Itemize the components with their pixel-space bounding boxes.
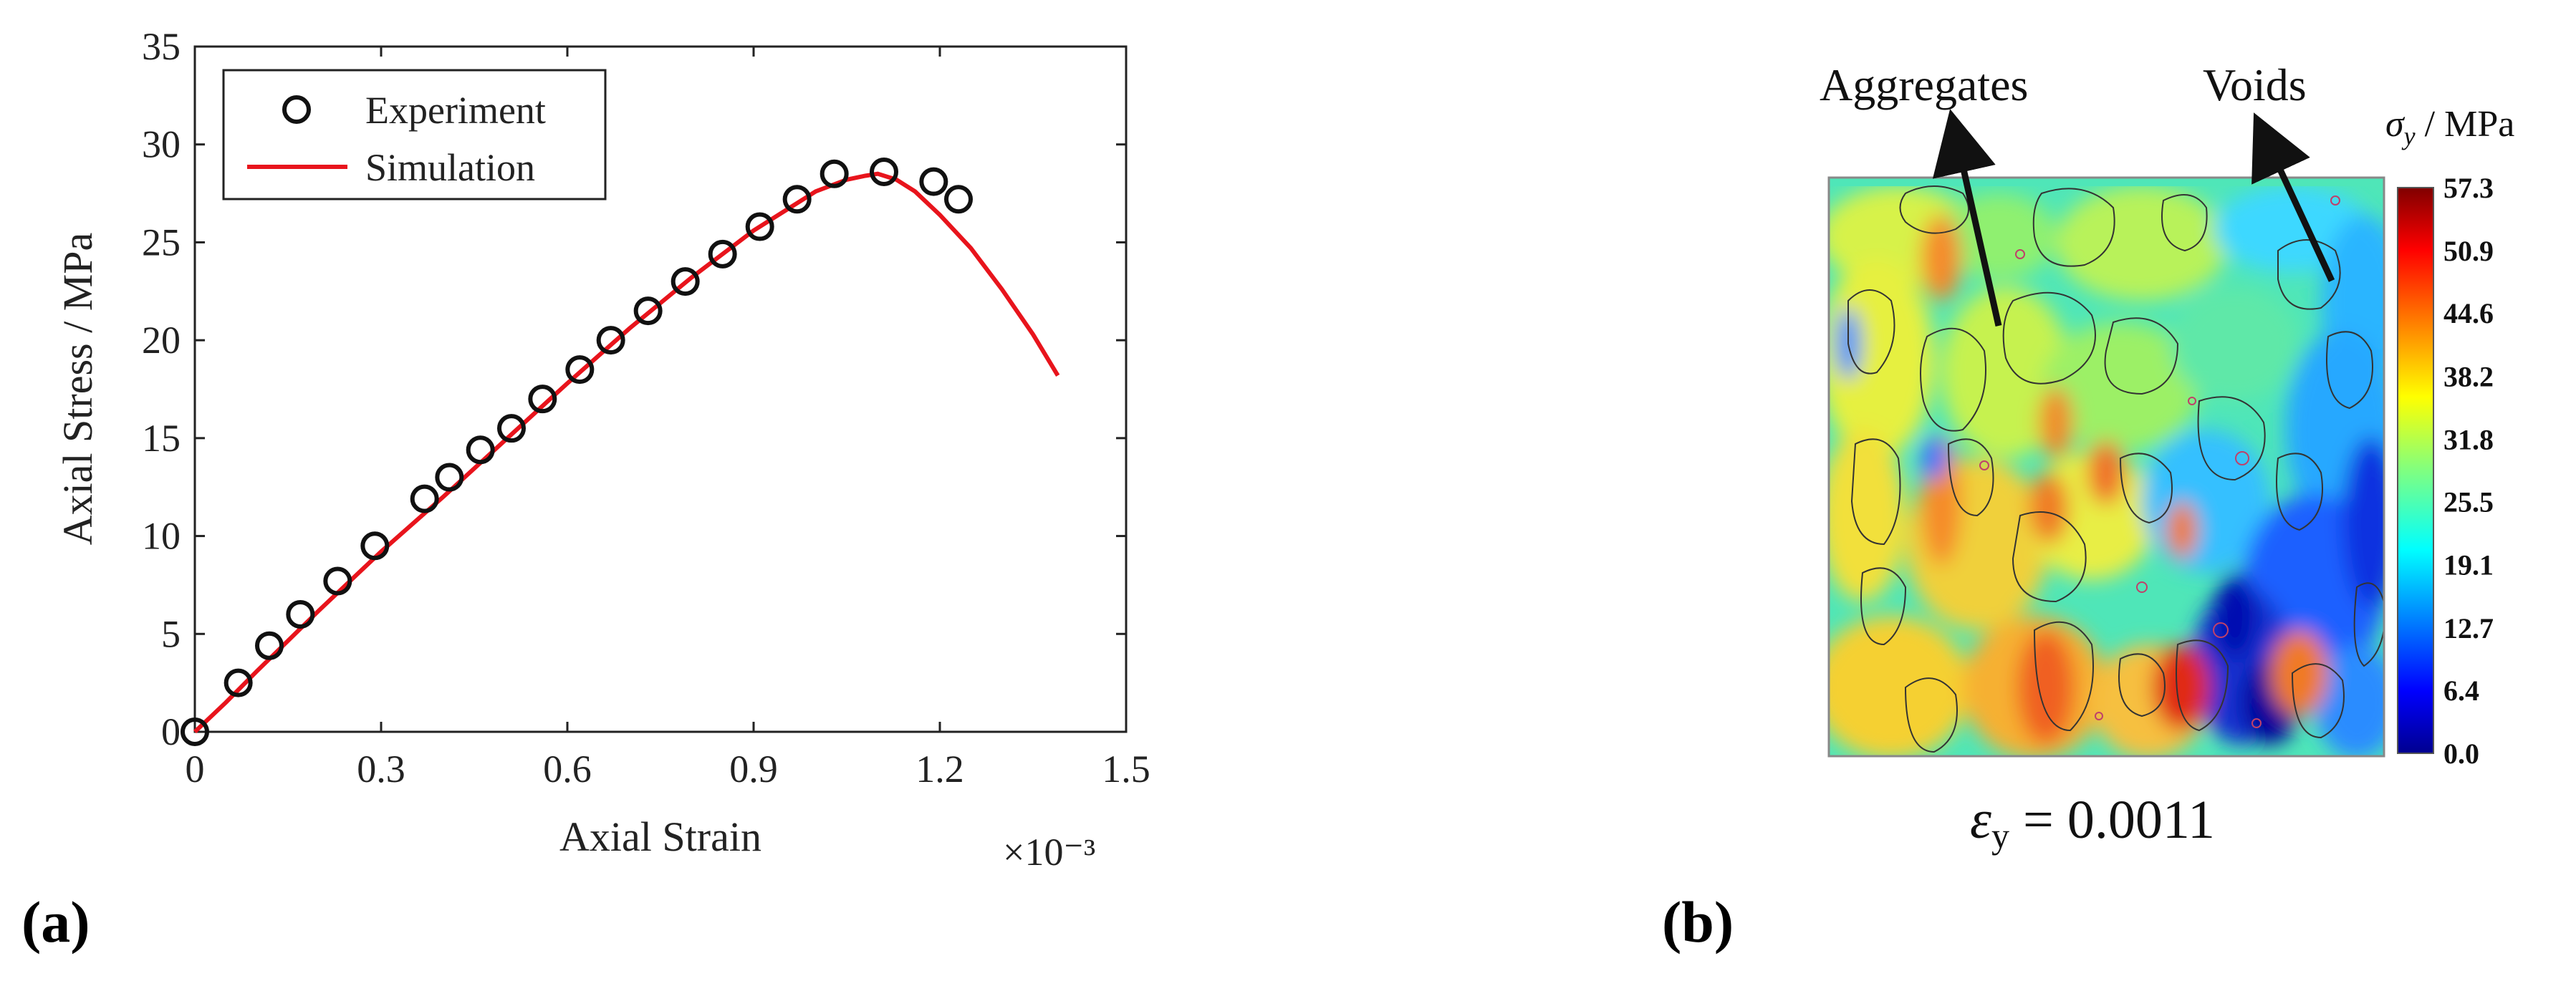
x-tick-label: 1.5 bbox=[1102, 748, 1150, 791]
experiment-point bbox=[410, 484, 439, 513]
y-axis-label: Axial Stress / MPa bbox=[54, 233, 101, 546]
y-tick-label: 5 bbox=[161, 612, 181, 655]
void-outlines bbox=[1979, 195, 2340, 728]
colorbar-tick-label: 38.2 bbox=[2443, 360, 2494, 392]
experiment-point bbox=[870, 157, 898, 186]
panel-b-label: (b) bbox=[1662, 889, 1734, 955]
stress-field-map: Aggregates Voids 57.3 50.9 44.6 38.2 31.8 25.… bbox=[1820, 59, 2514, 856]
experiment-point bbox=[360, 531, 390, 561]
y-tick-label: 15 bbox=[142, 417, 181, 460]
y-tick-label: 30 bbox=[142, 123, 181, 166]
experiment-point bbox=[745, 212, 774, 241]
panel-a-label: (a) bbox=[21, 889, 90, 955]
experiment-point bbox=[708, 239, 737, 269]
y-tick-label: 25 bbox=[142, 221, 181, 264]
experiment-point bbox=[224, 668, 253, 697]
legend-experiment-label: Experiment bbox=[365, 89, 546, 132]
legend-simulation-label: Simulation bbox=[365, 146, 535, 189]
x-tick-label: 0.3 bbox=[357, 748, 405, 791]
experiment-point bbox=[671, 267, 700, 296]
colorbar-tick-label: 12.7 bbox=[2443, 612, 2494, 644]
colorbar-tick-label: 44.6 bbox=[2443, 297, 2494, 329]
strain-caption: εy = 0.0011 bbox=[1970, 790, 2215, 856]
x-ticks: 0 0.3 0.6 0.9 1.2 1.5 bbox=[186, 47, 1150, 791]
experiment-point bbox=[286, 599, 315, 629]
colorbar-title: σy / MPa bbox=[2385, 104, 2514, 150]
legend-box bbox=[222, 69, 607, 200]
experiment-point bbox=[944, 185, 973, 214]
aggregates-arrow bbox=[1932, 109, 2002, 327]
y-ticks: 0 5 10 15 20 25 30 35 bbox=[142, 25, 1126, 753]
y-tick-label: 10 bbox=[142, 515, 181, 558]
heatmap-frame bbox=[1827, 176, 2385, 758]
colorbar: 57.3 50.9 44.6 38.2 31.8 25.5 19.1 12.7 6.4 0.0 σ… bbox=[2385, 104, 2514, 770]
aggregate-outlines bbox=[1847, 185, 2384, 753]
experiment-point bbox=[782, 185, 812, 214]
y-tick-label: 20 bbox=[142, 319, 181, 362]
colorbar-tick-label: 25.5 bbox=[2443, 485, 2494, 518]
experiment-point bbox=[323, 566, 352, 596]
x-multiplier: ×10⁻³ bbox=[1003, 831, 1095, 874]
experiment-point bbox=[435, 463, 464, 492]
x-tick-label: 0 bbox=[186, 748, 205, 791]
experiment-point bbox=[596, 326, 625, 355]
colorbar-tick-label: 19.1 bbox=[2443, 549, 2494, 581]
colorbar-tick-label: 50.9 bbox=[2443, 235, 2494, 267]
colorbar-tick-label: 6.4 bbox=[2443, 675, 2479, 707]
legend-experiment-marker bbox=[282, 95, 311, 124]
experiment-point bbox=[919, 167, 948, 196]
experiment-point bbox=[565, 355, 595, 385]
experiment-point bbox=[466, 435, 495, 465]
experiment-point bbox=[255, 631, 284, 660]
experiment-markers bbox=[181, 157, 973, 746]
heatmap-field bbox=[1829, 186, 2384, 756]
y-tick-label: 35 bbox=[142, 25, 181, 68]
x-axis-label: Axial Strain bbox=[559, 813, 761, 860]
stress-strain-chart: 0 5 10 15 20 25 30 35 0 0.3 0.6 0.9 1.2 1.5 Axial St… bbox=[54, 25, 1150, 874]
experiment-point bbox=[181, 717, 209, 746]
experiment-point bbox=[528, 385, 557, 414]
x-tick-label: 0.9 bbox=[729, 748, 778, 791]
x-tick-label: 1.2 bbox=[915, 748, 964, 791]
voids-arrow bbox=[2251, 112, 2335, 282]
experiment-point bbox=[497, 414, 526, 443]
annotation-aggregates: Aggregates bbox=[1820, 59, 2028, 110]
annotation-voids: Voids bbox=[2203, 59, 2307, 110]
colorbar-tick-label: 0.0 bbox=[2443, 738, 2479, 770]
experiment-point bbox=[820, 159, 849, 188]
colorbar-tick-label: 57.3 bbox=[2443, 172, 2494, 204]
colorbar-tick-label: 31.8 bbox=[2443, 424, 2494, 456]
simulation-line bbox=[193, 171, 1060, 734]
y-tick-label: 0 bbox=[161, 710, 181, 753]
x-tick-label: 0.6 bbox=[543, 748, 592, 791]
experiment-point bbox=[633, 296, 663, 326]
legend: Experiment Simulation bbox=[222, 69, 607, 200]
colorbar-gradient bbox=[2397, 187, 2434, 754]
colorbar-ticks: 57.3 50.9 44.6 38.2 31.8 25.5 19.1 12.7 6.4 0.0 bbox=[2443, 172, 2494, 770]
